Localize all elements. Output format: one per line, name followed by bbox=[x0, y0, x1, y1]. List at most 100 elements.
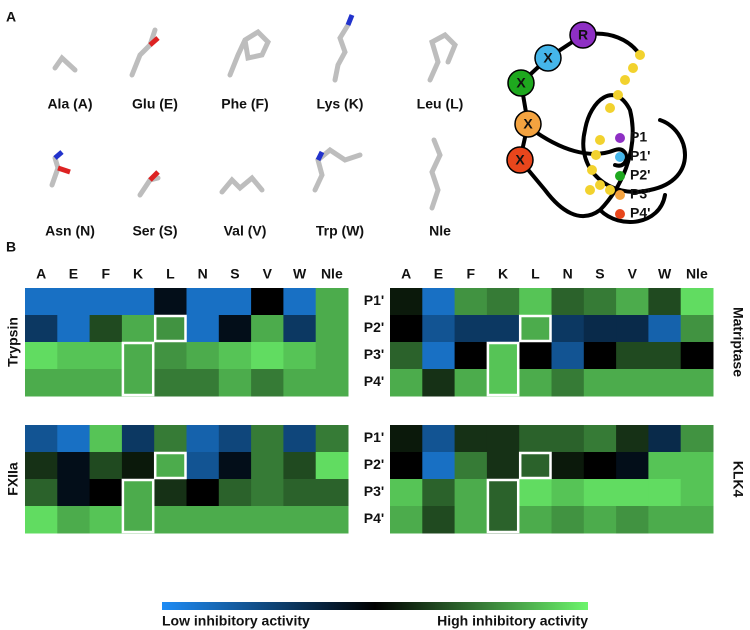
residue-label: Glu (E) bbox=[132, 96, 178, 112]
highlight-box bbox=[486, 478, 520, 534]
heatmap-cell bbox=[154, 425, 187, 453]
heatmap-cell bbox=[454, 315, 488, 343]
heatmap-cell bbox=[583, 342, 617, 370]
heatmap-cell bbox=[680, 452, 714, 480]
heatmap-cell bbox=[186, 425, 220, 453]
heatmap-cell bbox=[454, 369, 488, 397]
heatmap-cell bbox=[251, 479, 284, 507]
heatmap-cell bbox=[25, 369, 58, 397]
heatmap-cell bbox=[583, 452, 617, 480]
heatmap-cell bbox=[583, 479, 617, 507]
heatmap-cell bbox=[89, 288, 123, 316]
heatmap-cell bbox=[486, 425, 520, 453]
heatmap-cell bbox=[422, 288, 456, 316]
heatmap-cell bbox=[680, 315, 714, 343]
panel-label: B bbox=[6, 239, 16, 255]
heatmap-cell bbox=[454, 506, 488, 534]
residue-label: Phe (F) bbox=[221, 96, 268, 112]
row-label: P2' bbox=[364, 319, 384, 335]
column-label: E bbox=[69, 266, 78, 282]
heatmap-cell bbox=[680, 506, 714, 534]
legend-swatch bbox=[615, 152, 625, 162]
heatmap-cell bbox=[616, 288, 649, 316]
heatmap-cell bbox=[154, 369, 187, 397]
heatmap-cell bbox=[154, 479, 187, 507]
column-label: V bbox=[263, 266, 273, 282]
heatmap-cell bbox=[57, 479, 91, 507]
heatmap-cell bbox=[551, 425, 585, 453]
heatmap-cell bbox=[89, 506, 123, 534]
peptide-diagram bbox=[517, 31, 687, 224]
legend-swatch bbox=[615, 133, 625, 143]
heatmap-cell bbox=[616, 369, 649, 397]
row-label: P4' bbox=[364, 373, 384, 389]
heatmap-cell bbox=[583, 315, 617, 343]
heatmap-cell bbox=[486, 369, 520, 397]
column-label: E bbox=[434, 266, 443, 282]
heatmap-cell bbox=[648, 315, 682, 343]
panel-label: A bbox=[6, 9, 16, 25]
heatmap-cell bbox=[283, 479, 317, 507]
heatmap-cell bbox=[680, 369, 714, 397]
heatmap-cell bbox=[390, 479, 423, 507]
heatmap-cell bbox=[648, 425, 682, 453]
heatmap-cell bbox=[57, 342, 91, 370]
heatmap-cell bbox=[154, 342, 187, 370]
column-label: Nle bbox=[321, 266, 343, 282]
legend-swatch bbox=[615, 209, 625, 219]
heatmap-cell bbox=[454, 452, 488, 480]
heatmap-cell bbox=[454, 425, 488, 453]
atom bbox=[605, 103, 615, 113]
heatmap-cell bbox=[454, 342, 488, 370]
heatmap-cell bbox=[154, 315, 187, 343]
heatmap-cell bbox=[519, 342, 552, 370]
heatmap-cell bbox=[583, 369, 617, 397]
legend-swatch bbox=[615, 190, 625, 200]
column-label: K bbox=[133, 266, 143, 282]
heatmap-cell bbox=[390, 315, 423, 343]
heatmap-cell bbox=[648, 288, 682, 316]
chain-node-label: R bbox=[578, 27, 588, 43]
heatmap-cell bbox=[283, 369, 317, 397]
column-label: Nle bbox=[686, 266, 708, 282]
atom bbox=[585, 185, 595, 195]
heatmap-cell bbox=[283, 452, 317, 480]
heatmap-cell bbox=[186, 506, 220, 534]
heatmap-cell bbox=[486, 506, 520, 534]
heatmap-cell bbox=[121, 506, 155, 534]
row-label: P1' bbox=[364, 429, 384, 445]
heatmap-cell bbox=[551, 369, 585, 397]
highlight-box bbox=[153, 451, 187, 480]
heatmap-cell bbox=[519, 452, 552, 480]
heatmap-cell bbox=[422, 369, 456, 397]
heatmap-cell bbox=[422, 452, 456, 480]
heatmap-cell bbox=[616, 452, 649, 480]
chain-node bbox=[534, 44, 562, 72]
legend-label: P3' bbox=[630, 186, 650, 202]
heatmap-cell bbox=[251, 506, 284, 534]
atom bbox=[591, 150, 601, 160]
heatmap-cell bbox=[89, 425, 123, 453]
heatmap-cell bbox=[315, 342, 349, 370]
heatmap-cell bbox=[680, 479, 714, 507]
heatmap-cell bbox=[616, 479, 649, 507]
heatmap-cell bbox=[121, 315, 155, 343]
residue-label: Asn (N) bbox=[45, 223, 95, 239]
heatmap-cell bbox=[680, 425, 714, 453]
heatmap-cell bbox=[218, 315, 252, 343]
residue-label: Leu (L) bbox=[417, 96, 464, 112]
row-label: P1' bbox=[364, 292, 384, 308]
heatmap-cell bbox=[519, 288, 552, 316]
heatmap-cell bbox=[551, 315, 585, 343]
molecules bbox=[49, 14, 458, 211]
heatmap-cell bbox=[218, 369, 252, 397]
column-label: A bbox=[401, 266, 411, 282]
heatmap-cell bbox=[648, 479, 682, 507]
heatmap-cell bbox=[283, 315, 317, 343]
row-label: P3' bbox=[364, 346, 384, 362]
heatmap-cell bbox=[57, 452, 91, 480]
heatmap-cell bbox=[680, 288, 714, 316]
chain-node-label: X bbox=[516, 75, 526, 91]
chain-node-label: X bbox=[523, 116, 533, 132]
column-label: W bbox=[293, 266, 307, 282]
